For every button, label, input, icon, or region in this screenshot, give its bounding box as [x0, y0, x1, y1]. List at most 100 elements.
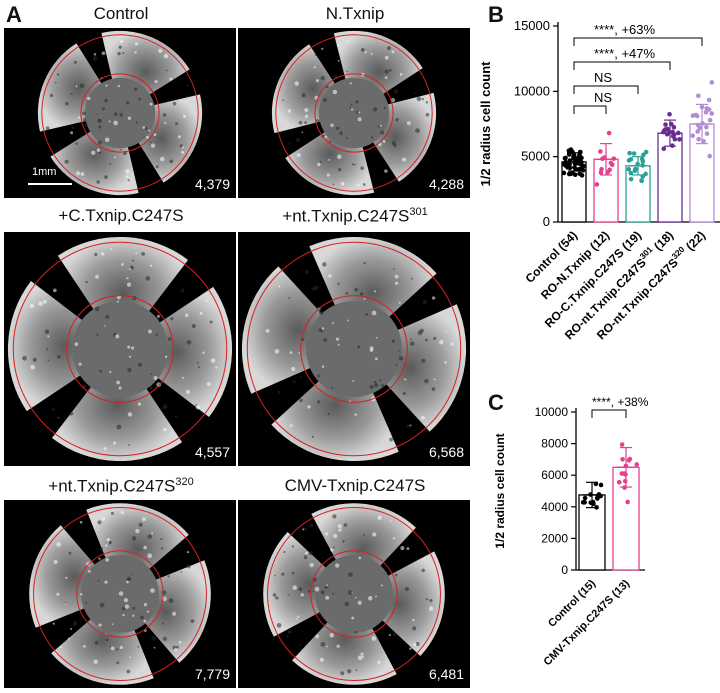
retina-petal [311, 503, 416, 594]
retina-speckle [291, 366, 296, 372]
retina-speckle [295, 137, 300, 142]
retina-speckle [145, 276, 151, 281]
retina-speckle [276, 623, 282, 628]
retina-speckle [116, 300, 119, 303]
data-point [581, 163, 586, 169]
retina-speckle [375, 595, 377, 598]
retina-speckle [101, 107, 106, 111]
retina-speckle [155, 333, 158, 337]
retina-speckle [168, 598, 174, 604]
retina-speckle [322, 262, 327, 267]
retina-speckle [275, 596, 279, 600]
retina-speckle [101, 252, 105, 256]
retina-speckle [67, 637, 70, 640]
retina-speckle [114, 156, 116, 159]
retina-speckle [138, 522, 143, 527]
retina-speckle [125, 169, 130, 174]
data-point [628, 170, 634, 176]
retina-speckle [167, 337, 172, 341]
retina-speckle [106, 537, 111, 542]
retina-speckle [354, 287, 359, 292]
retina-speckle [180, 288, 185, 293]
retina-speckle [93, 53, 97, 56]
retina-speckle [409, 647, 412, 650]
data-point [631, 151, 637, 156]
retina-speckle [94, 252, 98, 257]
retina-speckle [352, 380, 355, 382]
data-point [619, 442, 625, 447]
retina-speckle [340, 181, 345, 186]
significance-bracket [591, 409, 627, 418]
retina-speckle [425, 112, 430, 117]
y-tick-label: 15000 [514, 18, 550, 33]
retina-speckle [355, 110, 359, 114]
retina-speckle [433, 336, 437, 340]
retina-speckle [400, 546, 405, 551]
retina-speckle [127, 576, 132, 581]
retina-speckle [104, 98, 108, 103]
retina-speckle [129, 265, 134, 270]
retina-speckle [326, 645, 329, 648]
retina-speckle [156, 314, 160, 318]
retina-speckle [367, 596, 373, 601]
outer-radius-circle [267, 507, 441, 681]
image-title-nt-txnip-320: +nt.Txnip.C247S320 [48, 476, 194, 496]
retina-speckle [337, 167, 342, 172]
retina-speckle [56, 416, 60, 420]
retina-speckle [215, 366, 218, 369]
retina-speckle [325, 532, 329, 536]
retina-speckle [113, 441, 117, 445]
retina-speckle [415, 642, 420, 646]
retina-speckle [120, 40, 124, 44]
scale-bar-label: 1mm [32, 166, 57, 178]
y-tick-label: 8000 [541, 437, 568, 451]
retina-speckle [393, 89, 399, 94]
retina-speckle [132, 259, 135, 262]
data-point [643, 171, 648, 177]
retina-speckle [305, 269, 310, 274]
retina-speckle [148, 129, 151, 132]
retina-speckle [358, 111, 361, 114]
retina-speckle [96, 148, 101, 152]
retina-speckle [307, 405, 311, 409]
data-point [562, 155, 568, 161]
retina-speckle [342, 540, 345, 543]
half-radius-circle [80, 73, 160, 153]
cell-count-control: 4,379 [194, 176, 230, 192]
y-tick-label: 0 [543, 214, 550, 229]
retina-speckle [424, 378, 429, 384]
data-point [663, 122, 668, 127]
retina-speckle [369, 385, 374, 390]
retina-center [71, 300, 169, 398]
data-point [709, 111, 715, 116]
data-point [696, 136, 701, 142]
retina-image-control: 1mm 4,379 [4, 28, 236, 198]
retina-speckle [386, 46, 391, 51]
retina-speckle [75, 142, 79, 145]
retina-speckle [317, 162, 321, 167]
retina-speckle [319, 657, 324, 662]
retina-speckle [371, 310, 377, 316]
data-point [696, 93, 701, 99]
retina-speckle [374, 357, 378, 361]
retina-speckle [380, 124, 382, 127]
retina-speckle [302, 528, 305, 531]
retina-speckle [391, 141, 396, 146]
retina-petal [292, 594, 397, 685]
retina-speckle [74, 342, 79, 347]
retina-speckle [409, 424, 412, 427]
retina-speckle [65, 102, 69, 106]
data-point [704, 124, 709, 130]
retina-speckle [354, 596, 357, 599]
retina-speckle [299, 644, 302, 646]
retina-petal [271, 349, 399, 462]
retina-speckle [395, 118, 399, 122]
retina-speckle [353, 163, 356, 166]
retina-speckle [174, 415, 178, 418]
retina-speckle [354, 630, 358, 634]
data-point [577, 171, 583, 176]
retina-speckle [329, 632, 335, 638]
retina-speckle [388, 633, 391, 636]
retina-speckle [354, 413, 357, 416]
